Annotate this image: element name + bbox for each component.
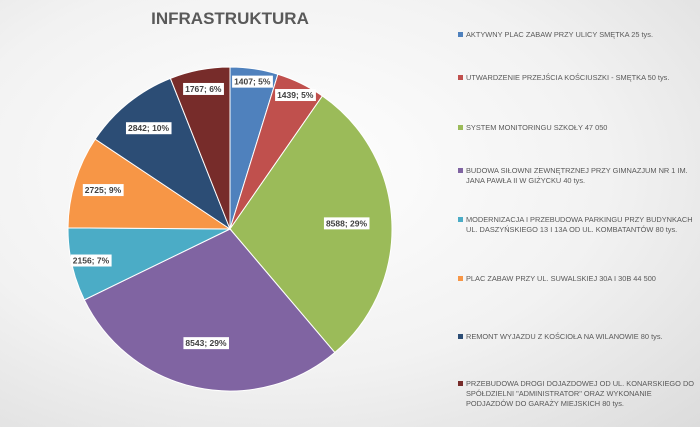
- data-label-box: [183, 337, 229, 350]
- legend-swatch: [458, 276, 463, 281]
- legend-item: MODERNIZACJA I PRZEBUDOWA PARKINGU PRZY …: [458, 215, 698, 235]
- data-label-box: [275, 89, 316, 102]
- data-label: 1407; 5%: [234, 77, 271, 87]
- data-label-box: [323, 217, 370, 230]
- legend-label: REMONT WYJAZDU Z KOŚCIOŁA NA WILANOWIE 8…: [466, 332, 663, 341]
- legend-item: AKTYWNY PLAC ZABAW PRZY ULICY SMĘTKA 25 …: [458, 30, 653, 40]
- legend-label: MODERNIZACJA I PRZEBUDOWA PARKINGU PRZY …: [466, 215, 693, 234]
- legend-label: UTWARDZENIE PRZEJŚCIA KOŚCIUSZKI - SMĘTK…: [466, 73, 670, 82]
- legend-item: BUDOWA SIŁOWNI ZEWNĘTRZNEJ PRZY GIMNAZJU…: [458, 166, 698, 186]
- data-label: 8543; 29%: [185, 338, 227, 348]
- legend-item: PRZEBUDOWA DROGI DOJAZDOWEJ OD UL. KONAR…: [458, 379, 698, 409]
- data-label: 2842; 10%: [128, 123, 170, 133]
- legend-label: AKTYWNY PLAC ZABAW PRZY ULICY SMĘTKA 25 …: [466, 30, 654, 39]
- legend-item: UTWARDZENIE PRZEJŚCIA KOŚCIUSZKI - SMĘTK…: [458, 73, 669, 83]
- legend-item: PLAC ZABAW PRZY UL. SUWALSKIEJ 30A I 30B…: [458, 274, 656, 284]
- legend-swatch: [458, 217, 463, 222]
- legend-label: PLAC ZABAW PRZY UL. SUWALSKIEJ 30A I 30B…: [466, 274, 656, 283]
- data-label: 1439; 5%: [277, 90, 314, 100]
- data-label-box: [125, 122, 172, 135]
- legend-swatch: [458, 334, 463, 339]
- legend-label: BUDOWA SIŁOWNI ZEWNĘTRZNEJ PRZY GIMNAZJU…: [466, 166, 688, 185]
- legend-swatch: [458, 381, 463, 386]
- pie-slice: [229, 95, 393, 354]
- data-label: 2725; 9%: [85, 185, 122, 195]
- legend-swatch: [458, 75, 463, 80]
- legend-item: REMONT WYJAZDU Z KOŚCIOŁA NA WILANOWIE 8…: [458, 332, 663, 342]
- legend-label: SYSTEM MONITORINGU SZKOŁY 47 050: [466, 123, 608, 132]
- data-label-box: [82, 184, 124, 197]
- data-label-box: [232, 75, 273, 88]
- data-label: 1767; 6%: [185, 84, 222, 94]
- data-label: 2156; 7%: [73, 256, 110, 266]
- legend-item: SYSTEM MONITORINGU SZKOŁY 47 050: [458, 123, 607, 133]
- pie-slice: [169, 66, 231, 230]
- chart-title: INFRASTRUKTURA: [151, 9, 309, 28]
- data-label-box: [183, 82, 224, 95]
- legend-label: PRZEBUDOWA DROGI DOJAZDOWEJ OD UL. KONAR…: [466, 379, 695, 408]
- pie-slice: [67, 138, 232, 230]
- pie-chart: 1407; 5% 1439; 5% 8588; 29% 8543; 29% 2156; …: [67, 66, 393, 392]
- data-label-box: [70, 254, 112, 267]
- legend-swatch: [458, 125, 463, 130]
- data-label: 8588; 29%: [326, 218, 368, 228]
- legend-swatch: [458, 168, 463, 173]
- pie-slice: [94, 77, 232, 231]
- legend-swatch: [458, 32, 463, 37]
